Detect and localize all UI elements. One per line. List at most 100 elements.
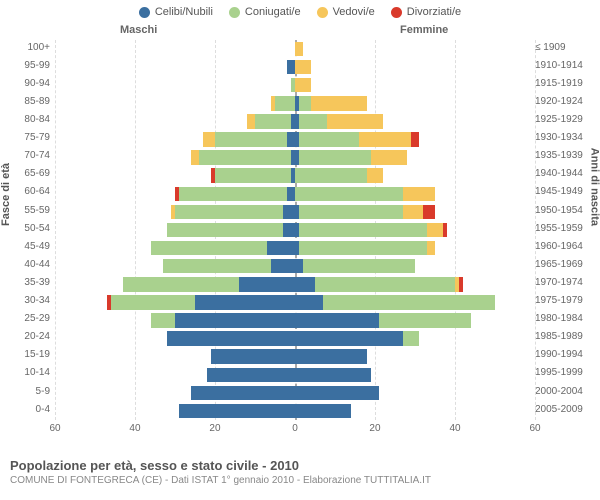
birth-tick: 1945-1949 xyxy=(535,187,600,197)
pyramid-row xyxy=(55,295,535,309)
age-tick: 75-79 xyxy=(0,133,50,143)
birth-tick: 2000-2004 xyxy=(535,387,600,397)
bar-segment xyxy=(167,223,283,237)
birth-tick: 1955-1959 xyxy=(535,224,600,234)
bar-female xyxy=(295,168,383,182)
bar-female xyxy=(295,42,303,56)
bar-female xyxy=(295,295,495,309)
bar-male xyxy=(211,168,295,182)
pyramid-row xyxy=(55,168,535,182)
birth-tick: 1965-1969 xyxy=(535,260,600,270)
bar-segment xyxy=(267,241,295,255)
legend-swatch xyxy=(229,7,240,18)
age-tick: 90-94 xyxy=(0,79,50,89)
bar-segment xyxy=(295,368,371,382)
birth-tick: 1995-1999 xyxy=(535,368,600,378)
pyramid-row xyxy=(55,114,535,128)
bar-female xyxy=(295,331,419,345)
age-tick: 60-64 xyxy=(0,187,50,197)
age-tick: 15-19 xyxy=(0,350,50,360)
age-tick: 5-9 xyxy=(0,387,50,397)
pyramid-row xyxy=(55,205,535,219)
bar-segment xyxy=(327,114,383,128)
pyramid-row xyxy=(55,404,535,418)
bar-segment xyxy=(323,295,495,309)
bar-segment xyxy=(403,331,419,345)
birth-tick: 1960-1964 xyxy=(535,242,600,252)
pyramid-row xyxy=(55,241,535,255)
bar-segment xyxy=(175,205,283,219)
bar-segment xyxy=(423,205,435,219)
pyramid-row xyxy=(55,187,535,201)
bar-segment xyxy=(443,223,447,237)
pyramid-row xyxy=(55,349,535,363)
birth-tick: 1930-1934 xyxy=(535,133,600,143)
bar-segment xyxy=(283,205,295,219)
birth-tick: 1910-1914 xyxy=(535,61,600,71)
bar-segment xyxy=(191,150,199,164)
age-tick: 45-49 xyxy=(0,242,50,252)
bar-segment xyxy=(151,241,267,255)
age-tick: 55-59 xyxy=(0,206,50,216)
age-tick: 40-44 xyxy=(0,260,50,270)
bar-segment xyxy=(459,277,463,291)
bar-segment xyxy=(179,187,287,201)
chart-footer: Popolazione per età, sesso e stato civil… xyxy=(10,458,431,486)
bar-segment xyxy=(311,96,367,110)
age-tick: 100+ xyxy=(0,43,50,53)
bar-female xyxy=(295,223,447,237)
bar-segment xyxy=(299,96,311,110)
bar-segment xyxy=(299,205,403,219)
birth-tick: 1935-1939 xyxy=(535,151,600,161)
bar-segment xyxy=(295,42,303,56)
bar-segment xyxy=(211,349,295,363)
birth-tick: 1975-1979 xyxy=(535,296,600,306)
bar-male xyxy=(179,404,295,418)
pyramid-row xyxy=(55,60,535,74)
age-tick: 35-39 xyxy=(0,278,50,288)
pyramid-row xyxy=(55,259,535,273)
x-tick: 40 xyxy=(129,423,140,434)
pyramid-row xyxy=(55,313,535,327)
legend: Celibi/NubiliConiugati/eVedovi/eDivorzia… xyxy=(0,0,600,20)
bar-female xyxy=(295,277,463,291)
bar-segment xyxy=(287,187,295,201)
age-tick: 80-84 xyxy=(0,115,50,125)
bar-segment xyxy=(271,259,295,273)
bar-segment xyxy=(239,277,295,291)
bar-female xyxy=(295,150,407,164)
bar-male xyxy=(151,313,295,327)
bar-female xyxy=(295,241,435,255)
age-tick: 70-74 xyxy=(0,151,50,161)
birth-tick: 1920-1924 xyxy=(535,97,600,107)
age-tick: 50-54 xyxy=(0,224,50,234)
bar-female xyxy=(295,132,419,146)
bar-segment xyxy=(203,132,215,146)
bar-segment xyxy=(403,187,435,201)
bar-female xyxy=(295,187,435,201)
legend-item: Divorziati/e xyxy=(391,6,461,18)
bar-segment xyxy=(295,168,367,182)
bar-segment xyxy=(215,132,287,146)
bar-female xyxy=(295,349,367,363)
bar-male xyxy=(151,241,295,255)
bar-segment xyxy=(295,60,311,74)
legend-item: Coniugati/e xyxy=(229,6,301,18)
bar-segment xyxy=(123,277,239,291)
bar-segment xyxy=(295,349,367,363)
legend-swatch xyxy=(391,7,402,18)
chart-subtitle: COMUNE DI FONTEGRECA (CE) - Dati ISTAT 1… xyxy=(10,475,431,486)
bar-segment xyxy=(275,96,295,110)
bar-segment xyxy=(427,223,443,237)
age-tick: 10-14 xyxy=(0,368,50,378)
pyramid-row xyxy=(55,78,535,92)
bar-segment xyxy=(295,277,315,291)
bar-male xyxy=(171,205,295,219)
bar-segment xyxy=(295,331,403,345)
bar-segment xyxy=(367,168,383,182)
birth-tick: 1940-1944 xyxy=(535,169,600,179)
x-tick: 60 xyxy=(49,423,60,434)
bar-segment xyxy=(295,404,351,418)
bar-female xyxy=(295,78,311,92)
bar-male xyxy=(211,349,295,363)
